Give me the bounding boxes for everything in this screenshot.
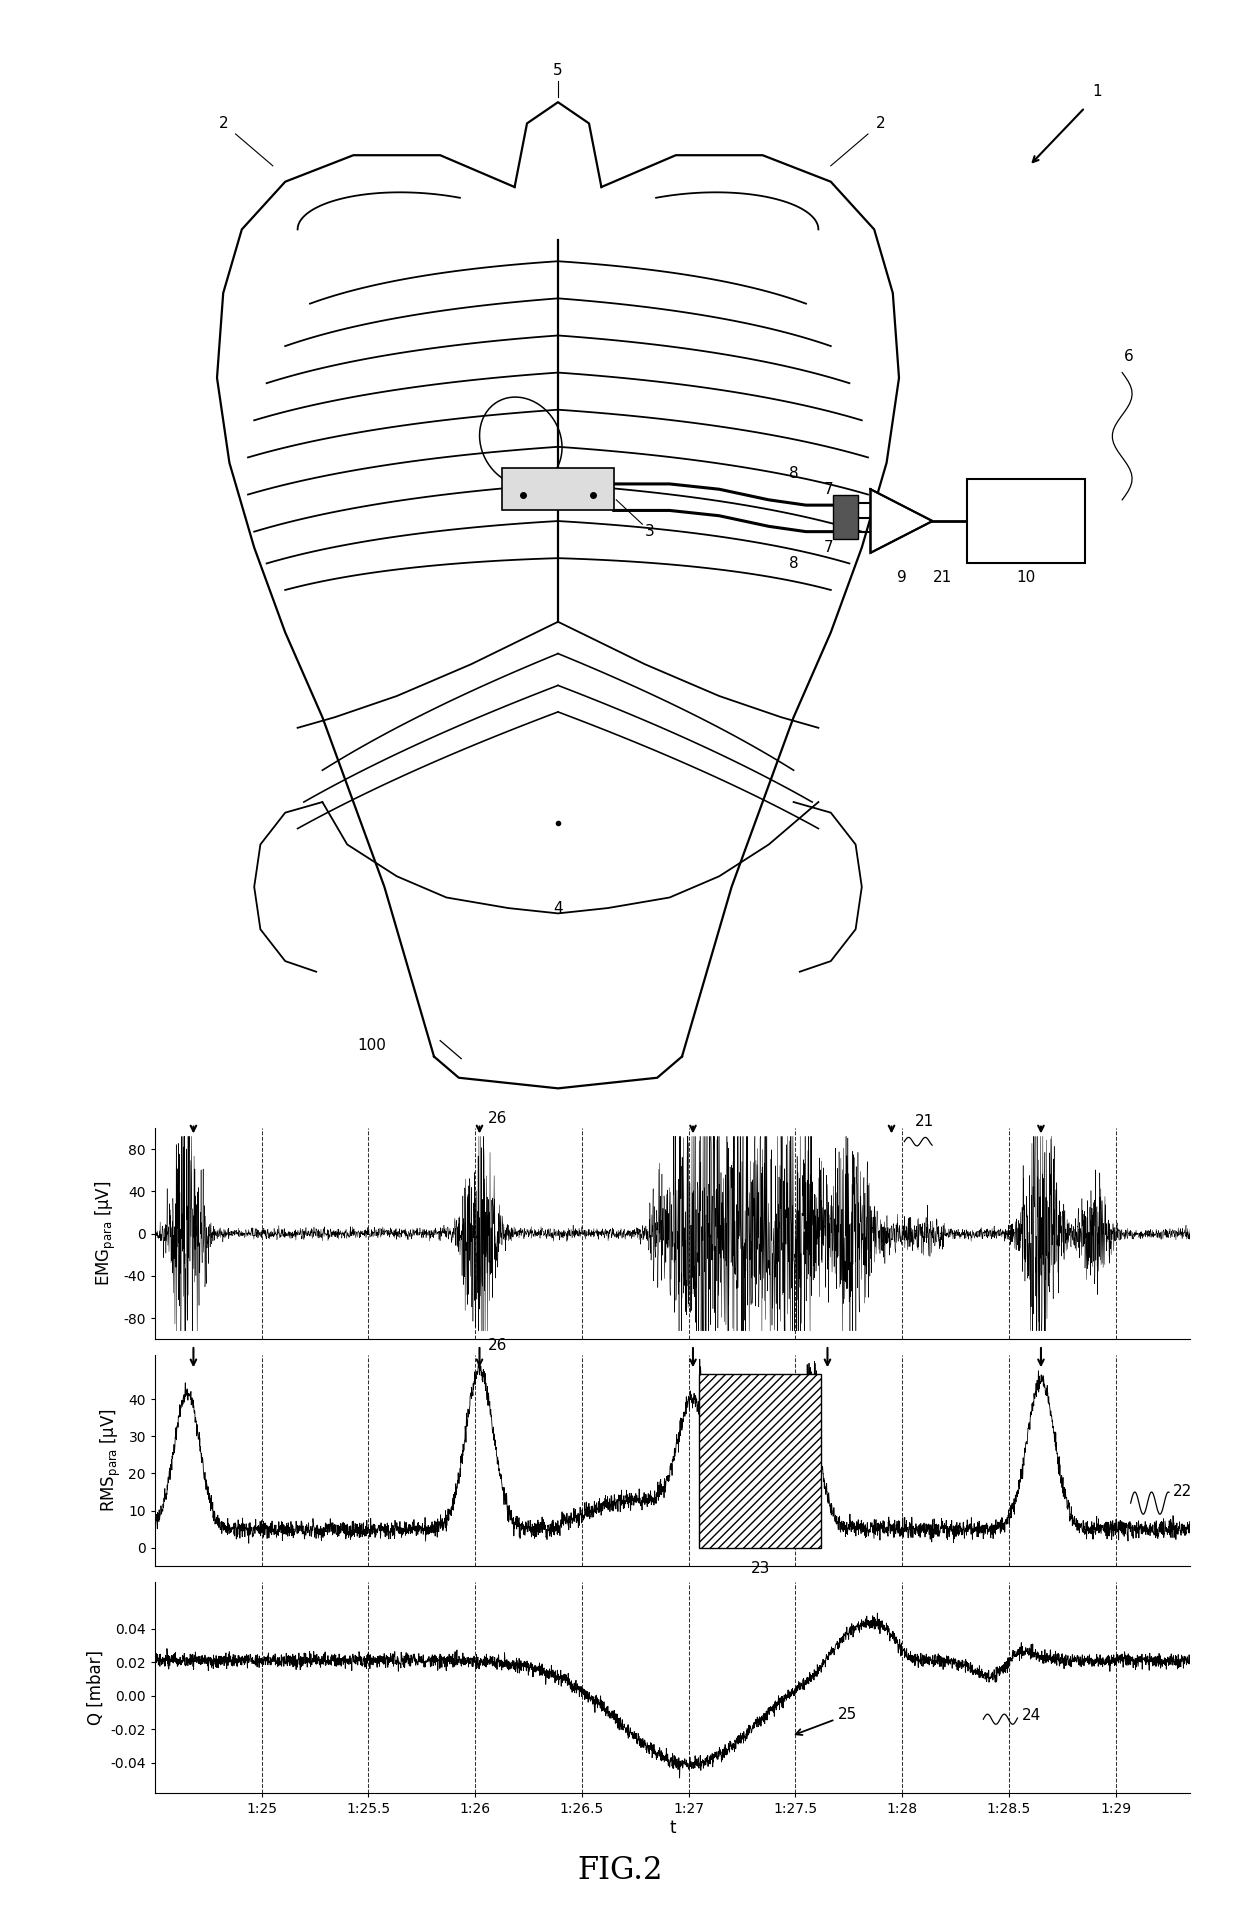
Text: FIG.1: FIG.1: [578, 1147, 662, 1178]
Text: 26: 26: [489, 1338, 507, 1353]
Text: 2: 2: [875, 116, 885, 131]
Text: 4: 4: [553, 900, 563, 916]
Text: FIG.2: FIG.2: [578, 1855, 662, 1886]
Text: 9: 9: [897, 571, 906, 584]
Text: 100: 100: [357, 1039, 387, 1053]
Text: 8: 8: [789, 467, 799, 480]
Bar: [699, 1375, 821, 1548]
Text: 21: 21: [932, 571, 952, 584]
Text: 24: 24: [1022, 1708, 1042, 1724]
Y-axis label: EMG$_{\rm para}$ [µV]: EMG$_{\rm para}$ [µV]: [94, 1182, 118, 1286]
Text: 7: 7: [823, 482, 833, 497]
Y-axis label: RMS$_{\rm para}$ [µV]: RMS$_{\rm para}$ [µV]: [99, 1409, 123, 1512]
Text: 5: 5: [553, 64, 563, 77]
Text: 7: 7: [823, 540, 833, 555]
Text: 25: 25: [796, 1706, 857, 1735]
Text: 3: 3: [645, 524, 655, 540]
Text: 22: 22: [1173, 1485, 1193, 1500]
Text: 10: 10: [1016, 571, 1035, 584]
Text: 2: 2: [218, 116, 228, 131]
Text: 21: 21: [915, 1114, 934, 1130]
Text: 23: 23: [750, 1560, 770, 1575]
Bar: [967, 478, 1085, 563]
Text: 1: 1: [1092, 85, 1102, 98]
Text: 6: 6: [1123, 349, 1133, 364]
Bar: [833, 494, 858, 540]
Polygon shape: [870, 490, 932, 553]
Y-axis label: Q [mbar]: Q [mbar]: [87, 1650, 105, 1726]
Bar: [502, 469, 614, 511]
Text: 8: 8: [789, 555, 799, 571]
X-axis label: t: t: [670, 1818, 676, 1837]
Text: 26: 26: [489, 1111, 507, 1126]
